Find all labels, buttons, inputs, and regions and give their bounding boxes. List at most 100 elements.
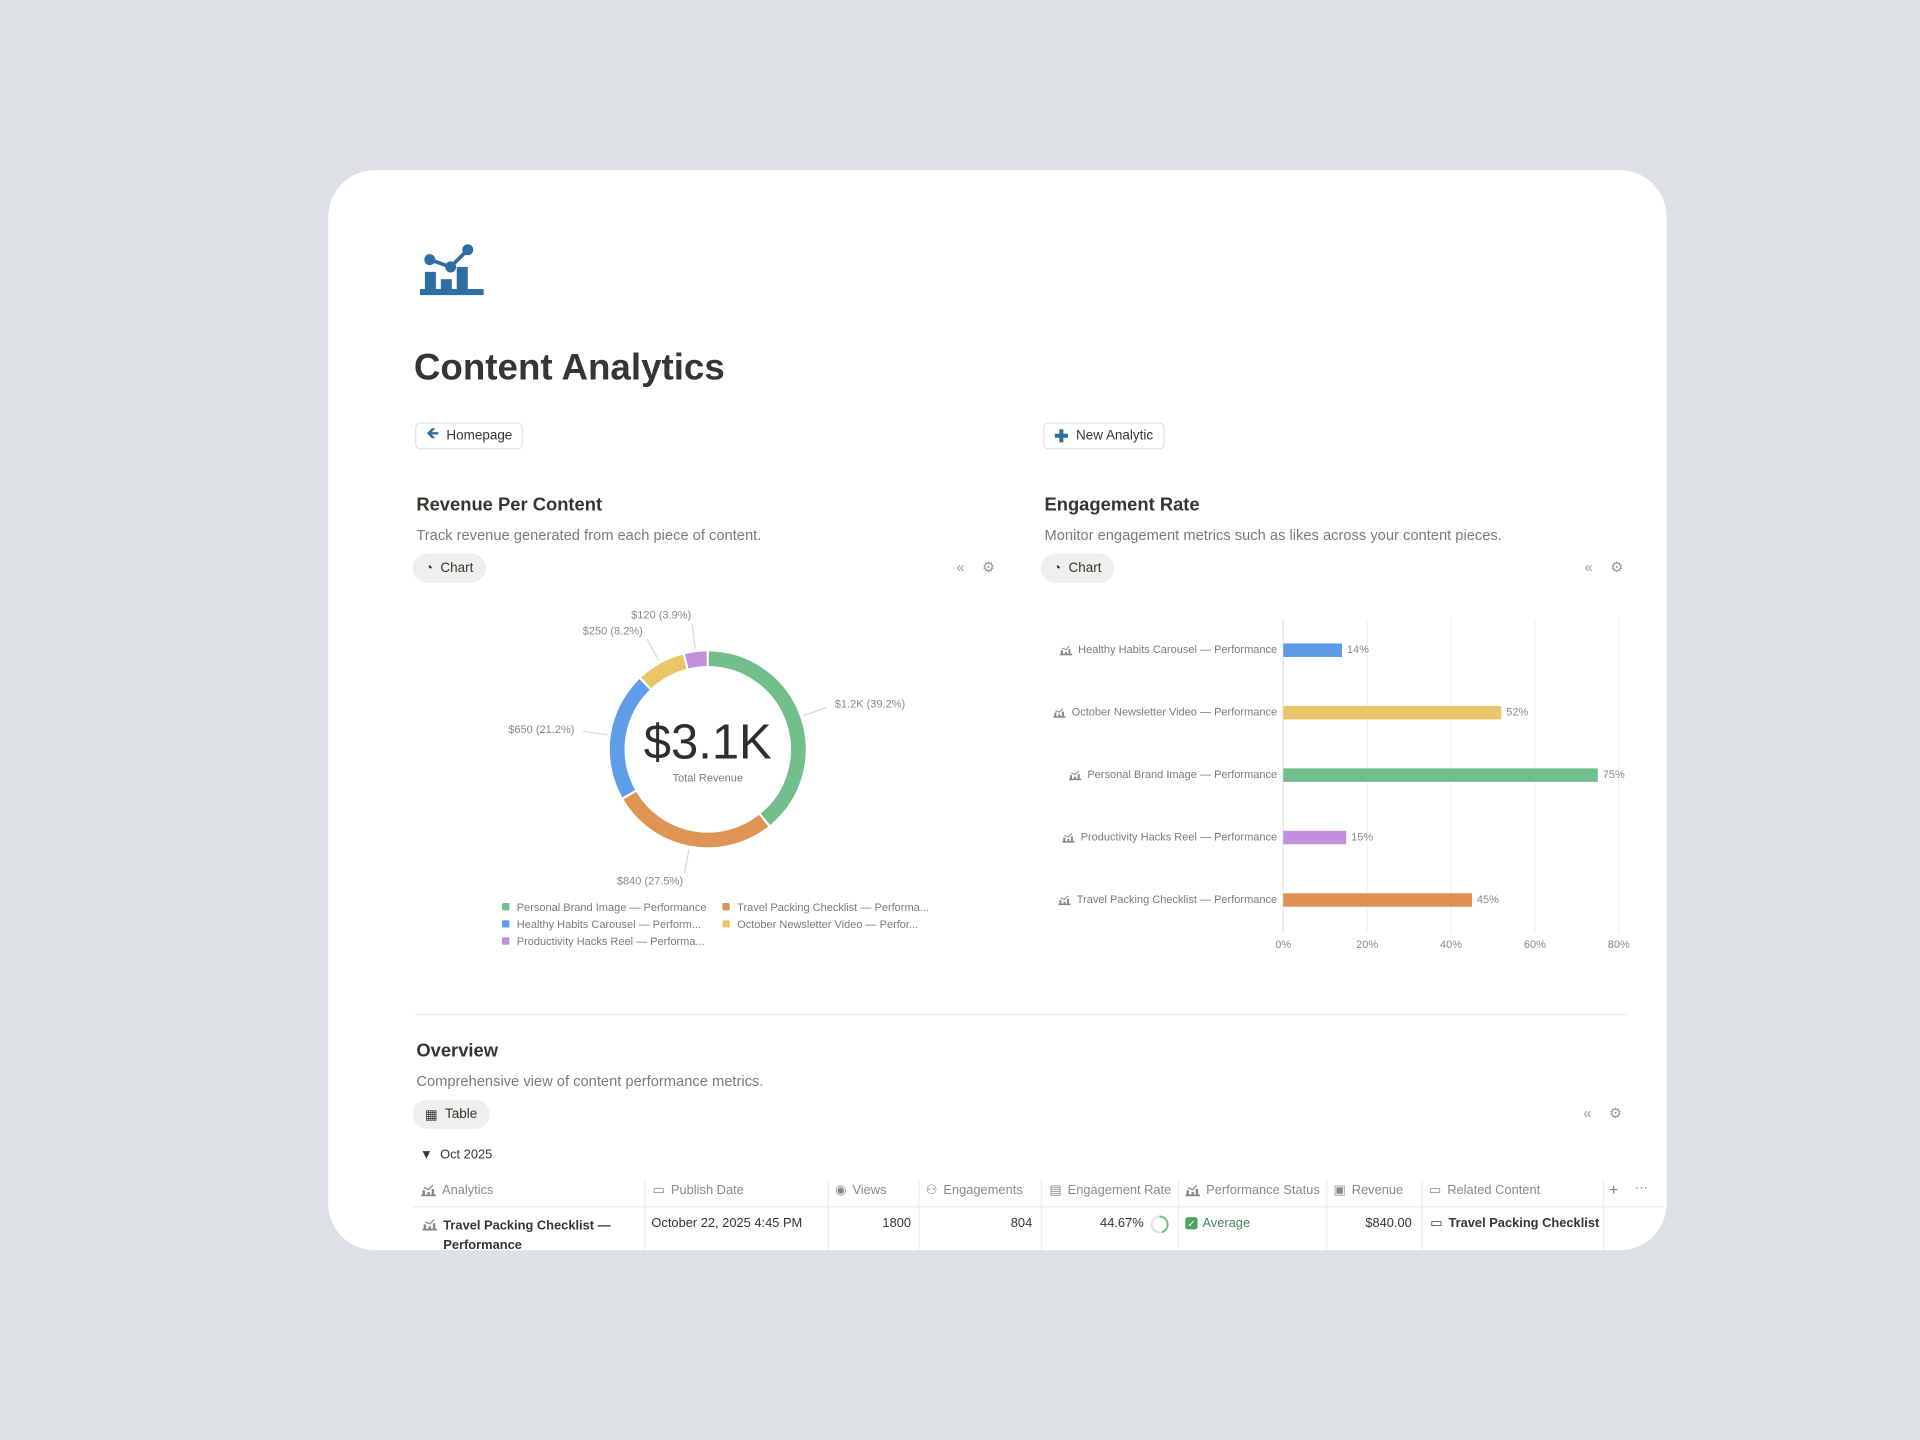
page-content: Content Analytics 🡸 Homepage ✚ New Analyti… <box>328 170 1666 1251</box>
bar <box>1283 893 1472 907</box>
column-header[interactable]: ▭ Publish Date <box>653 1183 744 1198</box>
column-header[interactable]: Analytics <box>421 1183 493 1198</box>
x-tick-label: 20% <box>1356 939 1378 951</box>
column-icon: ▤ <box>1049 1182 1062 1198</box>
settings-button[interactable]: ⚙ <box>1608 1104 1623 1122</box>
bar <box>1283 830 1347 845</box>
column-label: Publish Date <box>670 1182 744 1198</box>
donut-segment <box>623 791 769 848</box>
column-icon: ◉ <box>835 1182 847 1198</box>
column-header[interactable]: ◉ Views <box>835 1183 886 1198</box>
column-icon: ▣ <box>1333 1182 1346 1198</box>
value-label: 14% <box>1347 644 1369 656</box>
section-title: Overview <box>416 1040 499 1062</box>
column-label: Engagements <box>943 1182 1023 1198</box>
y-tick-label: Productivity Hacks Reel — Performance <box>1081 831 1278 843</box>
section-description: Track revenue generated from each piece … <box>416 526 762 544</box>
donut-segment <box>708 651 806 825</box>
divider <box>415 1013 1628 1016</box>
column-icon <box>421 1184 436 1196</box>
view-tab[interactable]: ◔ Chart <box>412 553 486 583</box>
donut-segment <box>641 654 687 689</box>
category-icon <box>1068 770 1082 781</box>
y-tick-label: Travel Packing Checklist — Performance <box>1077 894 1277 906</box>
column-separator <box>918 1179 920 1251</box>
cell: 1800 <box>882 1215 912 1231</box>
value-label: $650 (21.2%) <box>508 724 574 736</box>
column-header[interactable]: ▭ Related Content <box>1429 1183 1540 1198</box>
arrow-icon: 🡸 <box>426 423 440 443</box>
status-cell: ✓ Average <box>1185 1216 1250 1231</box>
new-analytic-button[interactable]: ✚ New Analytic <box>1043 422 1165 450</box>
value-label: $1.2K (39.2%) <box>835 699 905 711</box>
column-icon: ⚇ <box>925 1182 938 1198</box>
column-separator <box>1602 1179 1605 1251</box>
category-icon <box>1053 708 1066 719</box>
value-label: 15% <box>1351 831 1373 843</box>
column-header[interactable]: ▤ Engagement Rate <box>1049 1183 1171 1198</box>
group-toggle[interactable]: ▼ Oct 2025 <box>420 1147 492 1162</box>
column-separator <box>644 1179 646 1251</box>
bar <box>1283 705 1502 720</box>
value-label: 45% <box>1477 894 1499 906</box>
legend-swatch <box>502 903 510 911</box>
button-label: New Analytic <box>1076 428 1154 444</box>
column-header[interactable]: ▣ Revenue <box>1333 1183 1403 1198</box>
group-label: Oct 2025 <box>440 1147 493 1163</box>
cell: October 22, 2025 4:45 PM <box>651 1215 803 1231</box>
category-icon <box>1062 832 1075 844</box>
add-column-button[interactable]: + <box>1608 1180 1619 1199</box>
center-label: Total Revenue <box>673 773 743 785</box>
legend-swatch <box>722 920 730 928</box>
column-separator <box>1421 1179 1423 1251</box>
leader-line <box>582 730 608 736</box>
relation-label: Travel Packing Checklist <box>1448 1215 1600 1231</box>
legend-label: October Newsletter Video — Perfor... <box>737 919 918 931</box>
leader-line <box>691 624 696 649</box>
x-tick-label: 60% <box>1524 939 1546 951</box>
more-button[interactable]: ··· <box>1634 1180 1649 1196</box>
leader-line <box>683 849 690 874</box>
legend-swatch <box>502 937 510 945</box>
collapse-button[interactable]: « <box>1583 1104 1592 1122</box>
value-label: 52% <box>1506 707 1528 719</box>
section-description: Monitor engagement metrics such as likes… <box>1044 526 1502 544</box>
view-tab[interactable]: ◔ Chart <box>1040 553 1114 583</box>
check-icon: ✓ <box>1185 1217 1198 1230</box>
legend-swatch <box>722 903 730 911</box>
view-icon: ◔ <box>424 560 434 576</box>
settings-button[interactable]: ⚙ <box>1610 558 1624 576</box>
column-label: Revenue <box>1351 1182 1404 1198</box>
value-label: $250 (8.2%) <box>583 625 643 637</box>
view-tab[interactable]: ▦ Table <box>412 1099 490 1129</box>
legend-label: Travel Packing Checklist — Performa... <box>737 902 929 914</box>
value-label: $840 (27.5%) <box>617 876 683 888</box>
relation-cell[interactable]: ▭ Travel Packing Checklist <box>1430 1216 1599 1231</box>
settings-button[interactable]: ⚙ <box>982 558 996 576</box>
row-title[interactable]: Travel Packing Checklist — Performance <box>443 1218 611 1251</box>
button-label: Homepage <box>446 428 513 444</box>
column-icon: ▭ <box>652 1182 665 1198</box>
cell: 44.67% <box>1100 1215 1144 1231</box>
y-tick-label: Healthy Habits Carousel — Performance <box>1078 644 1277 656</box>
column-header[interactable]: ⚇ Engagements <box>926 1183 1023 1198</box>
page-card: Content Analytics 🡸 Homepage ✚ New Analyti… <box>328 170 1667 1251</box>
leader-line <box>646 638 660 661</box>
section-title: Revenue Per Content <box>416 494 603 516</box>
collapse-button[interactable]: « <box>956 558 965 576</box>
view-label: Chart <box>440 560 474 576</box>
column-icon <box>1185 1184 1200 1196</box>
column-label: Engagement Rate <box>1067 1182 1172 1198</box>
category-icon <box>1058 895 1071 906</box>
homepage-button[interactable]: 🡸 Homepage <box>415 422 524 450</box>
page-icon-small: ▭ <box>1430 1215 1443 1231</box>
column-label: Analytics <box>442 1182 494 1198</box>
header-rule <box>412 1206 1665 1208</box>
plus-icon: ✚ <box>1054 425 1069 446</box>
collapse-button[interactable]: « <box>1584 558 1593 576</box>
charts: $1.2K (39.2%) $840 (27.5%) $650 (21.2%) $25… <box>502 610 1630 951</box>
column-header[interactable]: Performance Status <box>1185 1183 1320 1198</box>
bar <box>1283 643 1342 657</box>
column-separator <box>1177 1179 1180 1251</box>
page-title: Content Analytics <box>413 347 725 389</box>
